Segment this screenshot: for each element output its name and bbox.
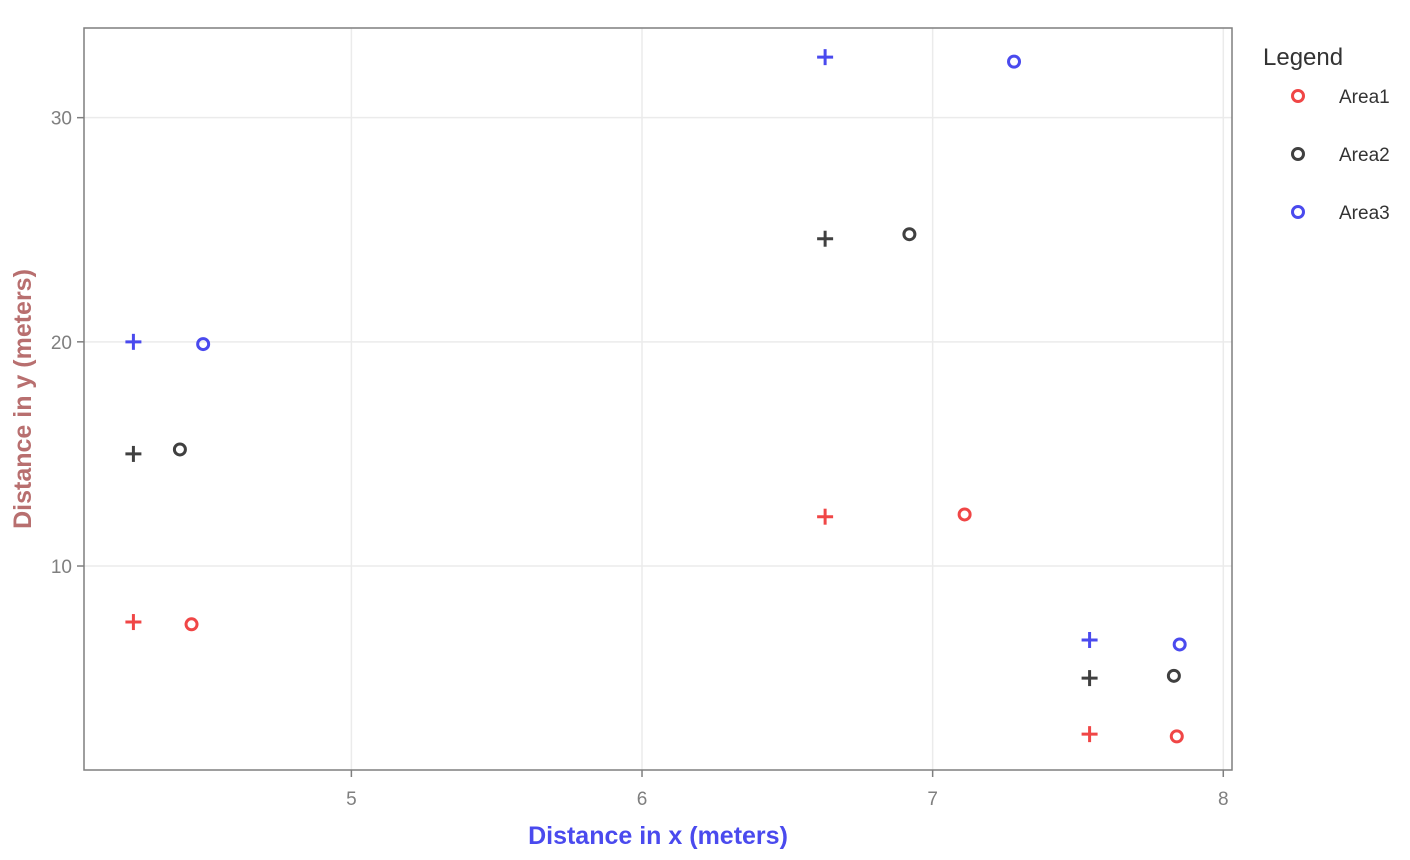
axis-ticks: 5 6 7 8 10 20 30 [51, 109, 1229, 810]
point-area3-circle [196, 337, 211, 352]
point-area1-circle [1169, 729, 1184, 744]
point-area1-circle [184, 617, 199, 632]
legend-label-area2: Area2 [1339, 145, 1390, 166]
point-area2-circle [1166, 668, 1181, 683]
point-area2-circle [902, 227, 917, 242]
legend-label-area1: Area1 [1339, 87, 1390, 108]
legend-key-area2 [1291, 147, 1305, 161]
legend-key-area3 [1291, 205, 1305, 219]
y-axis-title: Distance in y (meters) [9, 269, 37, 529]
point-area1-cross [125, 614, 142, 631]
x-tick-label: 5 [346, 789, 357, 810]
point-area1-circle [957, 507, 972, 522]
legend-key-area1 [1291, 89, 1305, 103]
point-area3-circle [1007, 54, 1022, 69]
x-tick-label: 6 [637, 789, 648, 810]
point-area2-circle [172, 442, 187, 457]
x-tick-label: 8 [1218, 789, 1229, 810]
point-area2-cross [125, 445, 142, 462]
point-area3-cross [1081, 631, 1098, 648]
plot-border [83, 27, 1233, 771]
legend-title: Legend [1263, 44, 1343, 71]
legend: Legend Area1 Area2 Area3 [1263, 44, 1390, 224]
y-tick-label: 20 [51, 333, 72, 354]
y-tick-label: 10 [51, 557, 72, 578]
legend-label-area3: Area3 [1339, 203, 1390, 224]
grid-lines [84, 28, 1232, 770]
y-tick-label: 30 [51, 109, 72, 130]
point-area3-cross [125, 333, 142, 350]
point-area2-cross [1081, 670, 1098, 687]
point-area3-cross [817, 49, 834, 66]
data-points [125, 49, 1187, 744]
point-area3-circle [1172, 637, 1187, 652]
x-axis-title: Distance in x (meters) [528, 822, 788, 850]
point-area1-cross [817, 508, 834, 525]
point-area1-cross [1081, 726, 1098, 743]
point-area2-cross [817, 230, 834, 247]
x-tick-label: 7 [927, 789, 938, 810]
